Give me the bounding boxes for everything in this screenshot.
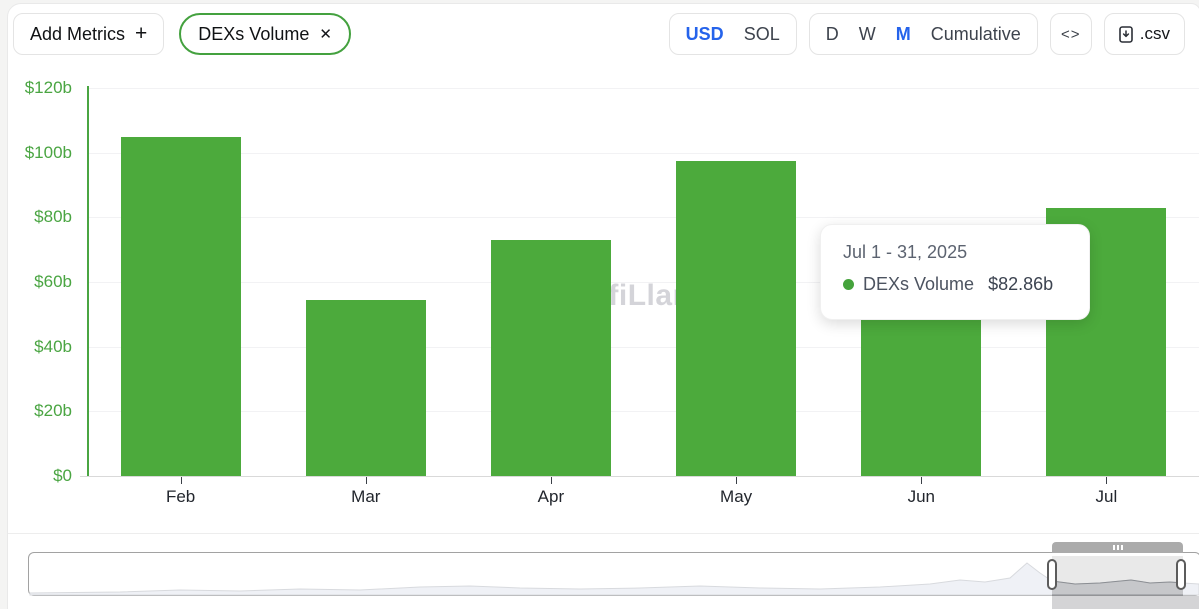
- gridline-40b: [88, 346, 1199, 348]
- plus-icon: +: [135, 22, 148, 45]
- interval-option-cumulative[interactable]: Cumulative: [930, 23, 1021, 44]
- embed-code-button[interactable]: <>: [1049, 13, 1092, 55]
- interval-option-d[interactable]: D: [825, 23, 839, 44]
- interval-option-w[interactable]: W: [858, 23, 876, 44]
- y-tick-label: $40b: [34, 336, 72, 356]
- tooltip-value: $82.86b: [988, 274, 1054, 294]
- y-axis-line: [87, 86, 89, 477]
- x-tick-label-jun: Jun: [907, 487, 935, 506]
- y-tick-label: $120b: [24, 78, 72, 97]
- close-icon[interactable]: ✕: [319, 26, 332, 43]
- datazoom-left-handle[interactable]: [1047, 559, 1057, 590]
- datazoom-right-handle[interactable]: [1176, 559, 1186, 590]
- x-axis-baseline: [80, 476, 1199, 477]
- series-dot-icon: [843, 279, 854, 290]
- x-tick: [180, 477, 182, 484]
- bar-apr[interactable]: [490, 240, 611, 476]
- y-tick-label: $80b: [34, 207, 72, 227]
- interval-option-m[interactable]: M: [895, 23, 911, 44]
- x-tick: [921, 477, 923, 484]
- datazoom-sparkline: [29, 556, 1199, 596]
- download-csv-button[interactable]: .csv: [1103, 13, 1185, 55]
- currency-option-sol[interactable]: SOL: [743, 23, 780, 44]
- code-icon: <>: [1061, 25, 1081, 43]
- x-tick: [736, 477, 738, 484]
- drag-grip-icon: [1112, 545, 1115, 550]
- gridline-20b: [88, 411, 1199, 413]
- bar-may[interactable]: [676, 161, 797, 476]
- datazoom-selection-shade: [1052, 596, 1199, 609]
- x-tick: [365, 477, 367, 484]
- toolbar-right: USD SOL D W M Cumulative <> .csv: [668, 13, 1185, 55]
- y-tick-label: $100b: [24, 142, 72, 162]
- toolbar-left: Add Metrics + DEXs Volume ✕: [13, 13, 351, 55]
- add-metrics-button[interactable]: Add Metrics +: [13, 13, 165, 55]
- gridline-80b: [88, 217, 1199, 219]
- gridline-100b: [88, 152, 1199, 154]
- csv-label: .csv: [1139, 24, 1170, 43]
- interval-toggle: D W M Cumulative: [808, 13, 1038, 55]
- tooltip-date-range: Jul 1 - 31, 2025: [843, 242, 968, 262]
- datazoom-move-handle[interactable]: [1052, 542, 1183, 553]
- section-divider: [8, 533, 1199, 534]
- metric-pill-dexs-volume[interactable]: DEXs Volume ✕: [179, 13, 351, 55]
- bar-feb[interactable]: [120, 137, 241, 476]
- currency-option-usd[interactable]: USD: [685, 23, 724, 44]
- bar-mar[interactable]: [305, 300, 426, 476]
- file-download-icon: [1118, 25, 1133, 43]
- x-tick: [550, 477, 552, 484]
- x-tick-label-may: May: [720, 487, 753, 506]
- add-metrics-label: Add Metrics: [30, 23, 126, 44]
- x-tick-label-apr: Apr: [537, 487, 565, 506]
- x-tick-label-jul: Jul: [1095, 487, 1118, 506]
- currency-toggle: USD SOL: [668, 13, 797, 55]
- tooltip-series-name: DEXs Volume: [863, 274, 975, 294]
- y-tick-label: $0: [53, 466, 72, 485]
- chart-tooltip: Jul 1 - 31, 2025 DEXs Volume $82.86b: [820, 224, 1090, 320]
- gridline-60b: [88, 282, 1199, 283]
- metric-pill-label: DEXs Volume: [198, 23, 310, 44]
- y-tick-label: $20b: [34, 401, 72, 421]
- gridline-120b: [88, 88, 1199, 89]
- x-tick-label-feb: Feb: [165, 487, 196, 506]
- y-tick-label: $60b: [34, 272, 72, 291]
- x-tick-label-mar: Mar: [351, 487, 381, 506]
- x-tick: [1106, 477, 1108, 484]
